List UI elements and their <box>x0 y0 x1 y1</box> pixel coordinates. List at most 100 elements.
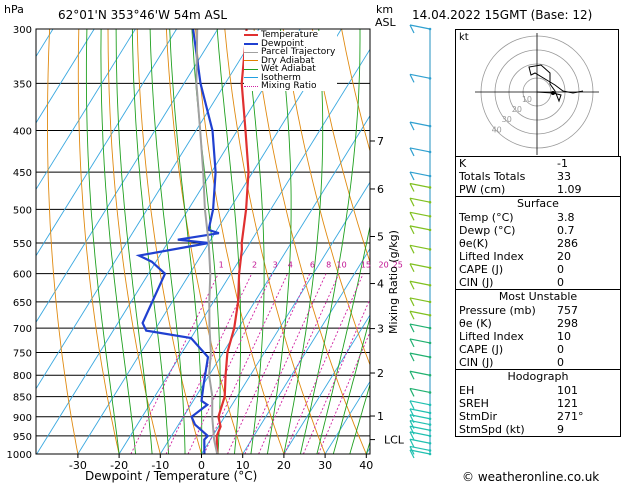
stats-key: CAPE (J) <box>459 343 504 356</box>
dry-adiabat-line <box>47 29 79 454</box>
km-tick-label: LCL <box>384 434 405 447</box>
pressure-tick-label: 650 <box>13 298 32 309</box>
stats-key: CAPE (J) <box>459 263 504 276</box>
pressure-tick-label: 500 <box>13 205 32 216</box>
wind-barb-flag <box>409 310 415 320</box>
wind-barb <box>409 225 431 231</box>
stats-value: 298 <box>557 317 578 330</box>
wind-barb-flag <box>409 171 415 181</box>
stats-row: EH 101 <box>456 384 620 397</box>
stats-value: 1.09 <box>557 183 582 196</box>
wet-adiabat-line <box>266 29 292 454</box>
hpa-label: hPa <box>4 3 24 16</box>
legend-label: Parcel Trajectory <box>261 47 336 57</box>
pressure-tick-label: 1000 <box>7 450 32 461</box>
wet-adiabat-line <box>100 29 137 454</box>
wind-point <box>428 428 432 432</box>
wind-point <box>428 441 432 445</box>
stats-key: PW (cm) <box>459 183 506 196</box>
datetime-title: 14.04.2022 15GMT (Base: 12) <box>412 8 593 22</box>
stats-panel: K -1 Totals Totals 33 PW (cm) 1.09 Surface Te… <box>455 156 621 437</box>
parcel-trajectory-line <box>195 29 219 454</box>
pressure-tick-label: 350 <box>13 79 32 90</box>
km-tick-label: 3 <box>377 323 384 336</box>
legend-swatch <box>244 34 258 37</box>
stats-value: 0 <box>557 263 564 276</box>
wind-barb <box>409 408 431 414</box>
wet-adiabat-line <box>316 224 370 454</box>
legend-swatch <box>244 42 258 45</box>
temp-tick-label: 20 <box>277 459 291 472</box>
stats-row: K -1 <box>456 157 620 170</box>
stats-key: Dewp (°C) <box>459 224 516 237</box>
wind-point <box>428 403 432 407</box>
mixing-ratio-label: 3 <box>273 261 278 270</box>
hodograph-kt-label: kt <box>459 32 469 43</box>
isotherm-line <box>283 314 370 454</box>
wind-point <box>428 313 432 317</box>
wind-barb <box>409 449 431 455</box>
wind-point <box>428 391 432 394</box>
stats-value: 0 <box>557 276 564 289</box>
wind-barb <box>409 147 431 153</box>
pressure-tick-label: 450 <box>13 168 32 179</box>
wind-point <box>428 215 432 218</box>
stats-value: 33 <box>557 170 571 183</box>
wind-barb-flag <box>409 280 415 290</box>
pressure-tick-label: 750 <box>13 348 32 359</box>
stats-value: 101 <box>557 384 578 397</box>
wind-point <box>428 434 432 438</box>
mixing-ratio-label: 2 <box>252 261 257 270</box>
wind-barb <box>409 387 431 394</box>
mixing-ratio-line <box>317 331 370 454</box>
dry-adiabat-line <box>77 29 120 454</box>
pressure-tick-label: 600 <box>13 270 32 281</box>
stats-key: SREH <box>459 397 489 410</box>
wind-barb <box>409 338 431 344</box>
isotherm-line <box>36 29 136 191</box>
pressure-tick-label: 900 <box>13 413 32 424</box>
legend-swatch <box>244 51 258 53</box>
pressure-tick-label: 400 <box>13 127 32 138</box>
wind-point <box>428 283 432 287</box>
wet-adiabat-line <box>246 29 265 454</box>
stats-key: Lifted Index <box>459 330 524 343</box>
stats-key: Lifted Index <box>459 250 524 263</box>
most-unstable-section: Most Unstable Pressure (mb) 757 θe (K) 298 L… <box>456 289 620 369</box>
mixing-ratio-label: 4 <box>288 261 293 270</box>
temp-tick-label: -20 <box>110 459 128 472</box>
temp-tick-label: 40 <box>359 459 373 472</box>
mixing-ratio-label: 15 <box>361 261 371 270</box>
wet-adiabat-line <box>131 29 169 454</box>
stats-value: 10 <box>557 330 571 343</box>
mixing-ratio-label: 20 <box>379 261 389 270</box>
stats-row: Totals Totals 33 <box>456 170 620 183</box>
wind-point <box>428 417 432 421</box>
wind-point <box>428 423 432 426</box>
wind-barb-flag <box>409 121 415 131</box>
legend-item: Dry Adiabat <box>244 56 335 66</box>
hodograph-ring-label: 10 <box>522 95 532 104</box>
dry-adiabat-line <box>107 29 161 454</box>
location-title: 62°01'N 353°46'W 54m ASL <box>58 8 228 22</box>
wind-point <box>428 27 432 31</box>
wind-point <box>428 266 432 270</box>
wind-point <box>428 411 432 415</box>
mixing-ratio-label: 10 <box>337 261 347 270</box>
asl-label: ASL <box>375 16 396 29</box>
stats-row: CIN (J) 0 <box>456 356 620 369</box>
stats-key: Temp (°C) <box>459 211 514 224</box>
stats-value: 0 <box>557 343 564 356</box>
legend-swatch <box>244 68 258 70</box>
wind-point <box>428 150 432 154</box>
stats-value: 271° <box>557 410 584 423</box>
wind-barb-flag <box>409 147 415 157</box>
legend-item: Parcel Trajectory <box>244 48 335 57</box>
wind-barb <box>409 400 431 406</box>
stats-key: CIN (J) <box>459 356 494 369</box>
wind-barb-flag <box>409 74 415 83</box>
hodograph-section: Hodograph EH 101 SREH 121 StmDir 271° StmSpd (… <box>456 369 620 436</box>
temp-tick-label: 30 <box>318 459 332 472</box>
wind-barb-flag <box>409 263 415 273</box>
wind-barb-flag <box>409 438 415 448</box>
